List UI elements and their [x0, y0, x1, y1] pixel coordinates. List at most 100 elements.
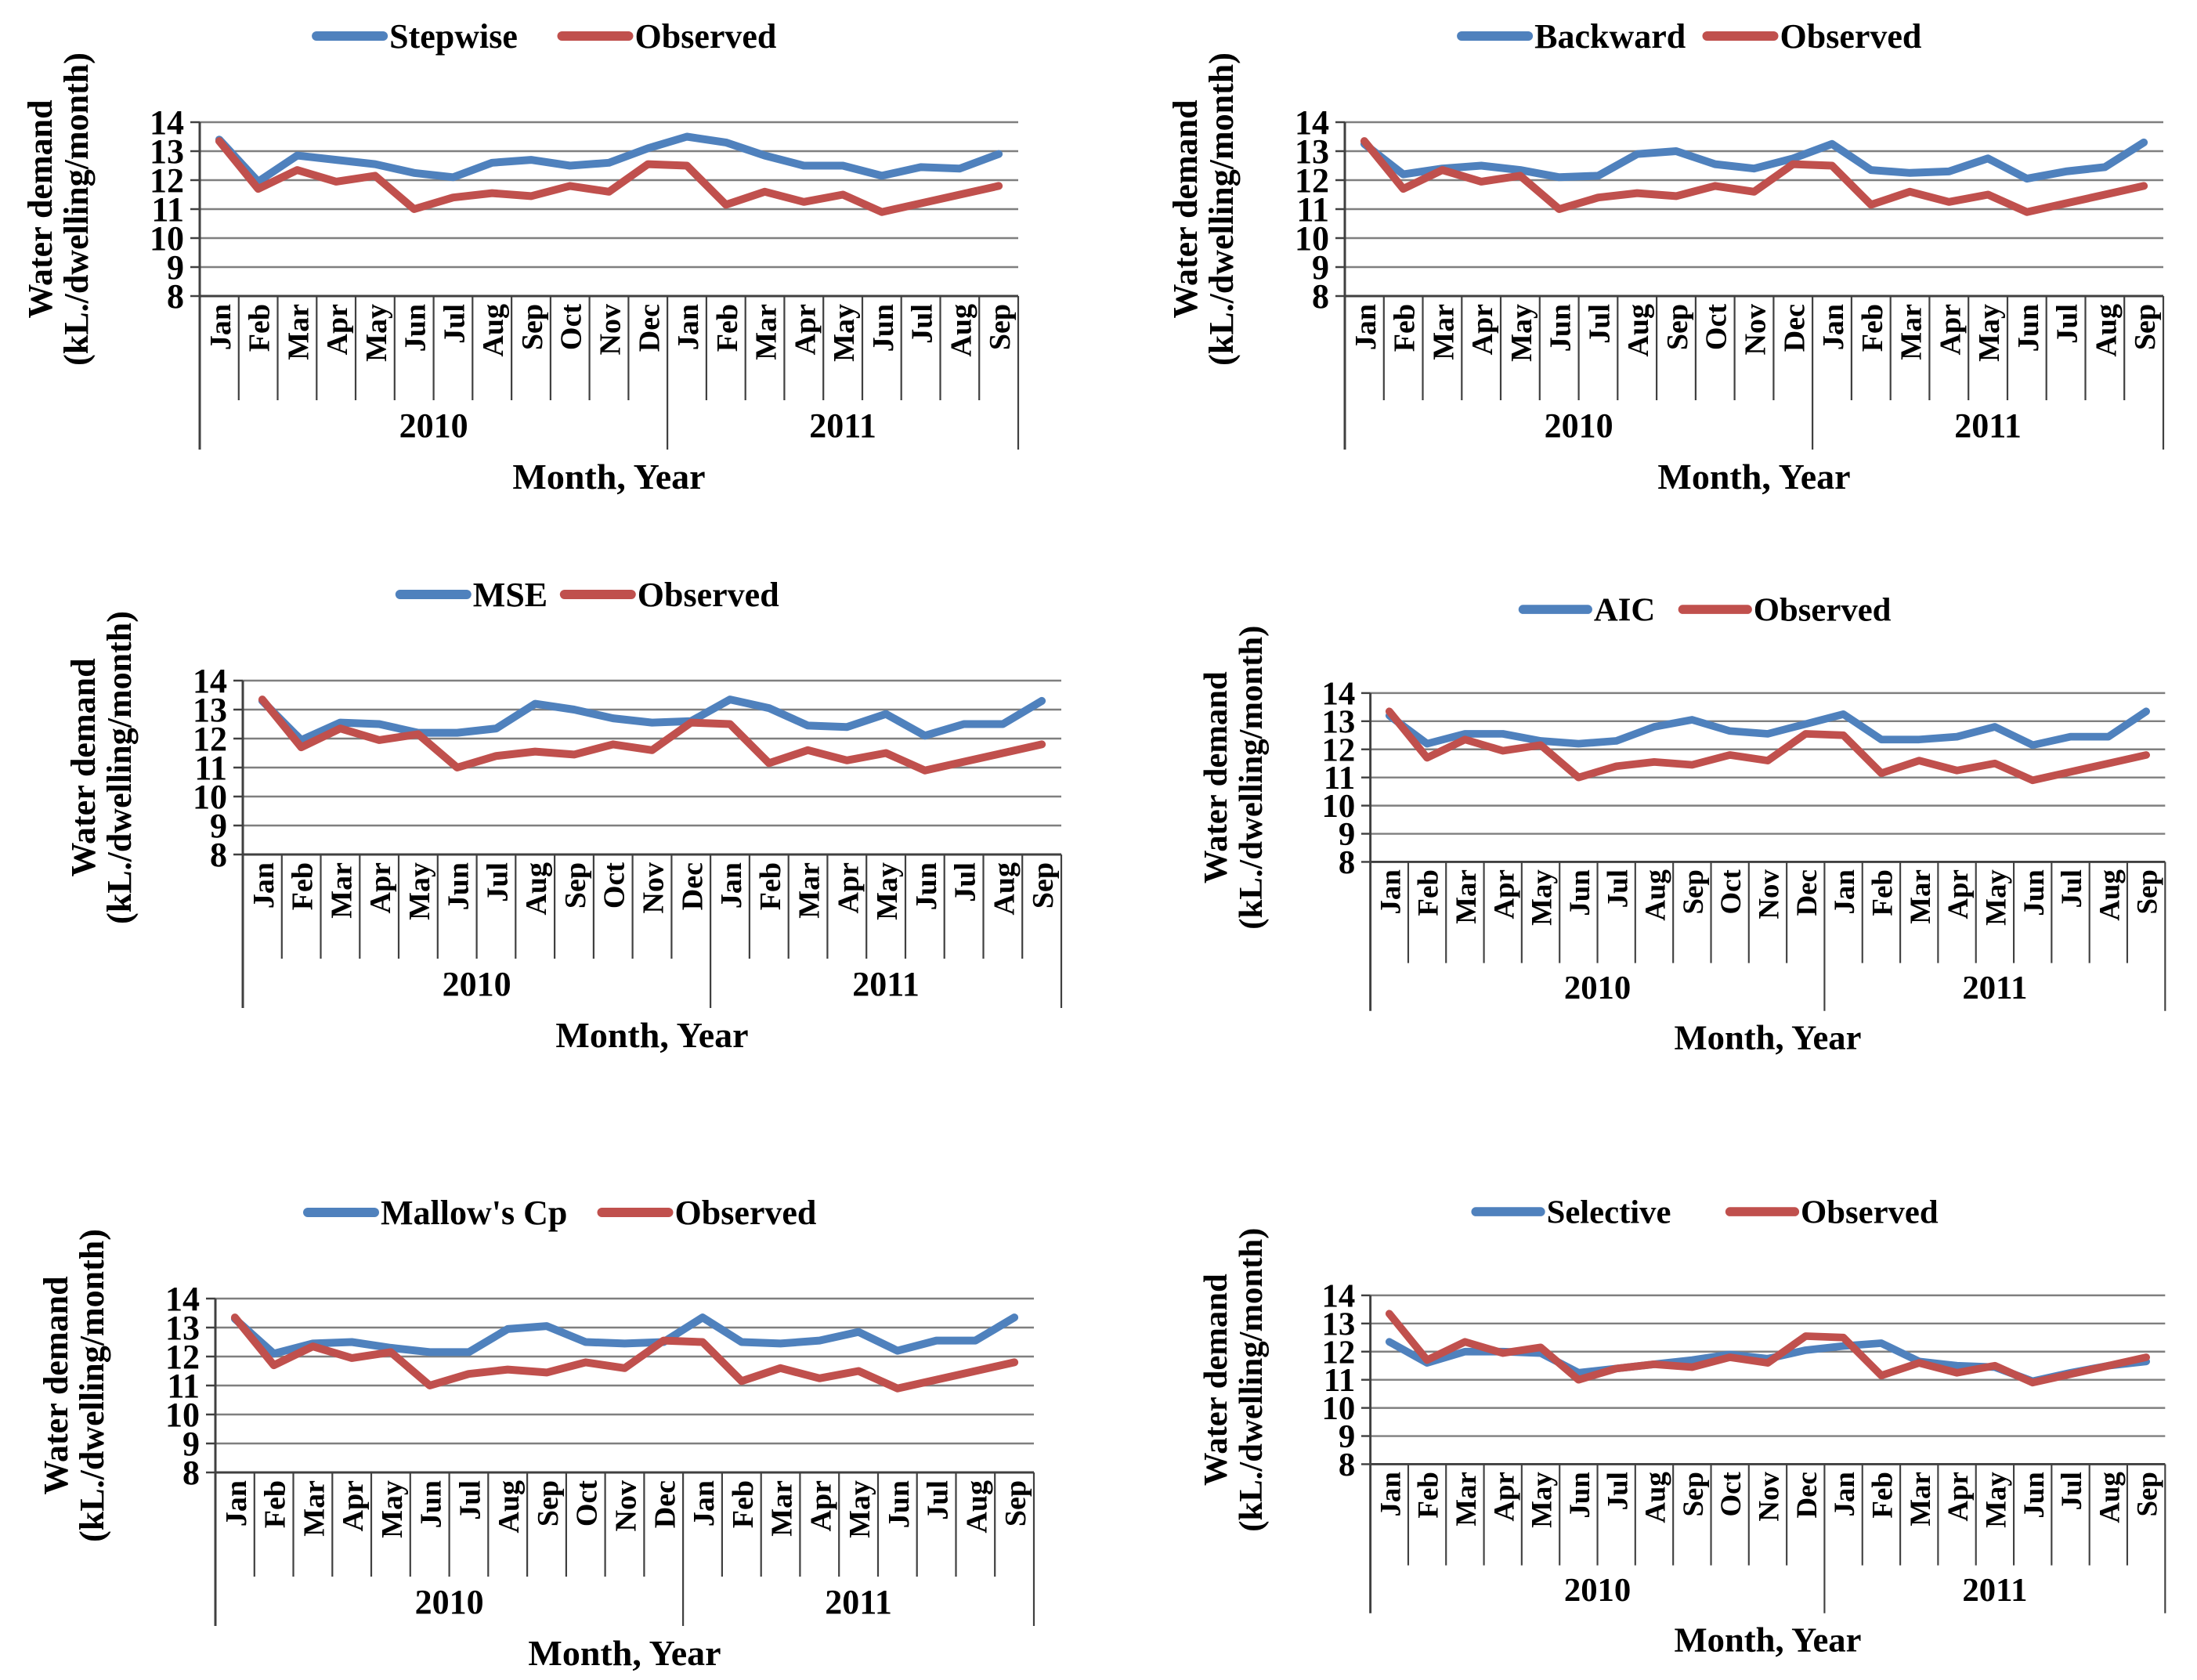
month-tick-label: Sep: [1661, 304, 1694, 350]
month-tick-label: Feb: [711, 304, 744, 352]
x-axis-title: Month, Year: [528, 1633, 721, 1673]
legend-label-observed: Observed: [675, 1194, 817, 1232]
month-tick-label: Aug: [945, 304, 977, 357]
month-tick-label: Mar: [1904, 869, 1936, 924]
month-tick-label: Jan: [1374, 869, 1406, 914]
series-line-backward: [1360, 138, 2148, 183]
month-tick-label: Mar: [282, 304, 315, 360]
month-tick-label: Jun: [867, 304, 900, 352]
y-tick-label: 11: [1296, 190, 1329, 229]
month-tick-label: Feb: [287, 862, 320, 910]
month-tick-label: Mar: [793, 862, 826, 919]
y-tick-label: 12: [1321, 732, 1355, 768]
month-tick-label: Jul: [1584, 304, 1617, 344]
month-tick-label: Jun: [399, 304, 432, 352]
y-axis-title-line1: Water demand: [1166, 99, 1205, 318]
y-tick-label: 14: [1295, 103, 1329, 142]
month-tick-label: Dec: [1790, 1472, 1823, 1518]
x-axis-title: Month, Year: [555, 1015, 748, 1055]
legend-label-mallow-s-cp: Mallow's Cp: [381, 1194, 567, 1232]
series-line-stepwise: [215, 132, 1003, 186]
month-tick-label: Jun: [2018, 1472, 2050, 1518]
y-tick-label: 12: [1321, 1334, 1355, 1371]
y-tick-label: 12: [165, 1338, 200, 1376]
month-tick-label: Jul: [482, 862, 515, 902]
y-tick-label: 13: [193, 691, 227, 729]
y-axis-title-line2: (kL./dwelling/month): [1202, 52, 1241, 366]
series-line-observed: [1385, 1310, 2150, 1387]
month-tick-label: Apr: [1934, 304, 1967, 356]
month-tick-label: Aug: [2093, 869, 2125, 921]
month-tick-label: May: [1980, 1472, 2012, 1528]
month-tick-label: Jun: [1563, 1472, 1595, 1518]
y-axis-title-line1: Water demand: [21, 99, 60, 318]
month-tick-label: Mar: [750, 304, 783, 360]
month-tick-label: Jul: [949, 862, 982, 902]
legend-label-selective: Selective: [1547, 1194, 1671, 1231]
month-tick-label: Jul: [1601, 869, 1633, 908]
y-axis-title-line2: (kL./dwelling/month): [1233, 626, 1270, 930]
legend-label-stepwise: Stepwise: [389, 17, 518, 56]
month-tick-label: Dec: [649, 1480, 681, 1528]
y-axis-title-line2: (kL./dwelling/month): [100, 611, 139, 924]
legend-label-observed: Observed: [635, 17, 777, 56]
y-tick-label: 14: [1321, 675, 1355, 712]
y-tick-label: 13: [1321, 703, 1355, 740]
legend-label-observed: Observed: [1780, 17, 1922, 56]
month-tick-label: Nov: [594, 304, 627, 355]
y-tick-label: 13: [1295, 132, 1329, 171]
month-tick-label: Mar: [1895, 304, 1928, 360]
month-tick-label: May: [1980, 869, 2012, 926]
y-tick-label: 10: [150, 219, 184, 258]
month-tick-label: Oct: [1715, 1471, 1747, 1516]
y-tick-label: 10: [165, 1396, 200, 1434]
series-line-observed: [1360, 137, 2148, 216]
y-tick-label: 9: [182, 1425, 200, 1463]
y-axis-title-line1: Water demand: [37, 1276, 75, 1494]
month-tick-label: Aug: [960, 1480, 993, 1534]
legend-label-observed: Observed: [638, 576, 779, 614]
month-tick-label: Sep: [1677, 1472, 1709, 1516]
x-axis-title: Month, Year: [1657, 457, 1850, 497]
y-axis-title-line2: (kL./dwelling/month): [57, 52, 96, 366]
chart-selective: 14 13 12 11 10 9 8 Jan Feb Mar Apr May Jun Jul Aug Sep O…: [1098, 1120, 2197, 1680]
month-tick-label: May: [1973, 304, 2006, 362]
month-tick-label: Sep: [1677, 869, 1709, 914]
y-tick-label: 8: [1339, 1447, 1355, 1483]
year-label: 2011: [825, 1583, 892, 1621]
month-tick-label: Mar: [1450, 869, 1482, 924]
x-axis-title: Month, Year: [1674, 1620, 1861, 1659]
month-tick-label: Sep: [999, 1480, 1032, 1526]
series-line-observed: [1385, 707, 2150, 785]
y-tick-label: 12: [193, 720, 227, 758]
y-axis-title-line1: Water demand: [64, 658, 103, 876]
series-line-aic: [1385, 707, 2150, 750]
year-label: 2011: [852, 965, 920, 1003]
month-tick-label: Jan: [672, 304, 705, 350]
month-tick-label: Jun: [2012, 304, 2045, 352]
month-tick-label: Apr: [337, 1480, 370, 1532]
month-tick-label: Jan: [1350, 304, 1382, 350]
y-tick-label: 9: [167, 248, 184, 287]
month-tick-label: May: [1526, 1472, 1558, 1528]
series-line-mse: [258, 695, 1046, 744]
month-tick-label: Aug: [1639, 869, 1671, 921]
month-tick-label: Apr: [321, 304, 354, 356]
month-tick-label: Jan: [715, 862, 748, 909]
year-label: 2011: [1962, 970, 2027, 1006]
month-tick-label: Jan: [1374, 1472, 1406, 1516]
series-line-observed: [230, 1313, 1019, 1393]
y-tick-label: 9: [1339, 1418, 1355, 1455]
month-tick-label: May: [376, 1480, 409, 1538]
chart-aic: 14 13 12 11 10 9 8 Jan Feb Mar Apr May Jun Jul Aug Sep O…: [1098, 560, 2197, 1120]
month-tick-label: Oct: [1700, 304, 1733, 350]
month-tick-label: Feb: [754, 862, 787, 910]
y-tick-label: 14: [165, 1280, 200, 1318]
y-tick-label: 10: [1321, 788, 1355, 825]
y-tick-label: 14: [1321, 1277, 1355, 1314]
y-tick-label: 13: [1321, 1306, 1355, 1342]
month-tick-label: Sep: [516, 304, 549, 350]
y-tick-label: 9: [1339, 816, 1355, 853]
